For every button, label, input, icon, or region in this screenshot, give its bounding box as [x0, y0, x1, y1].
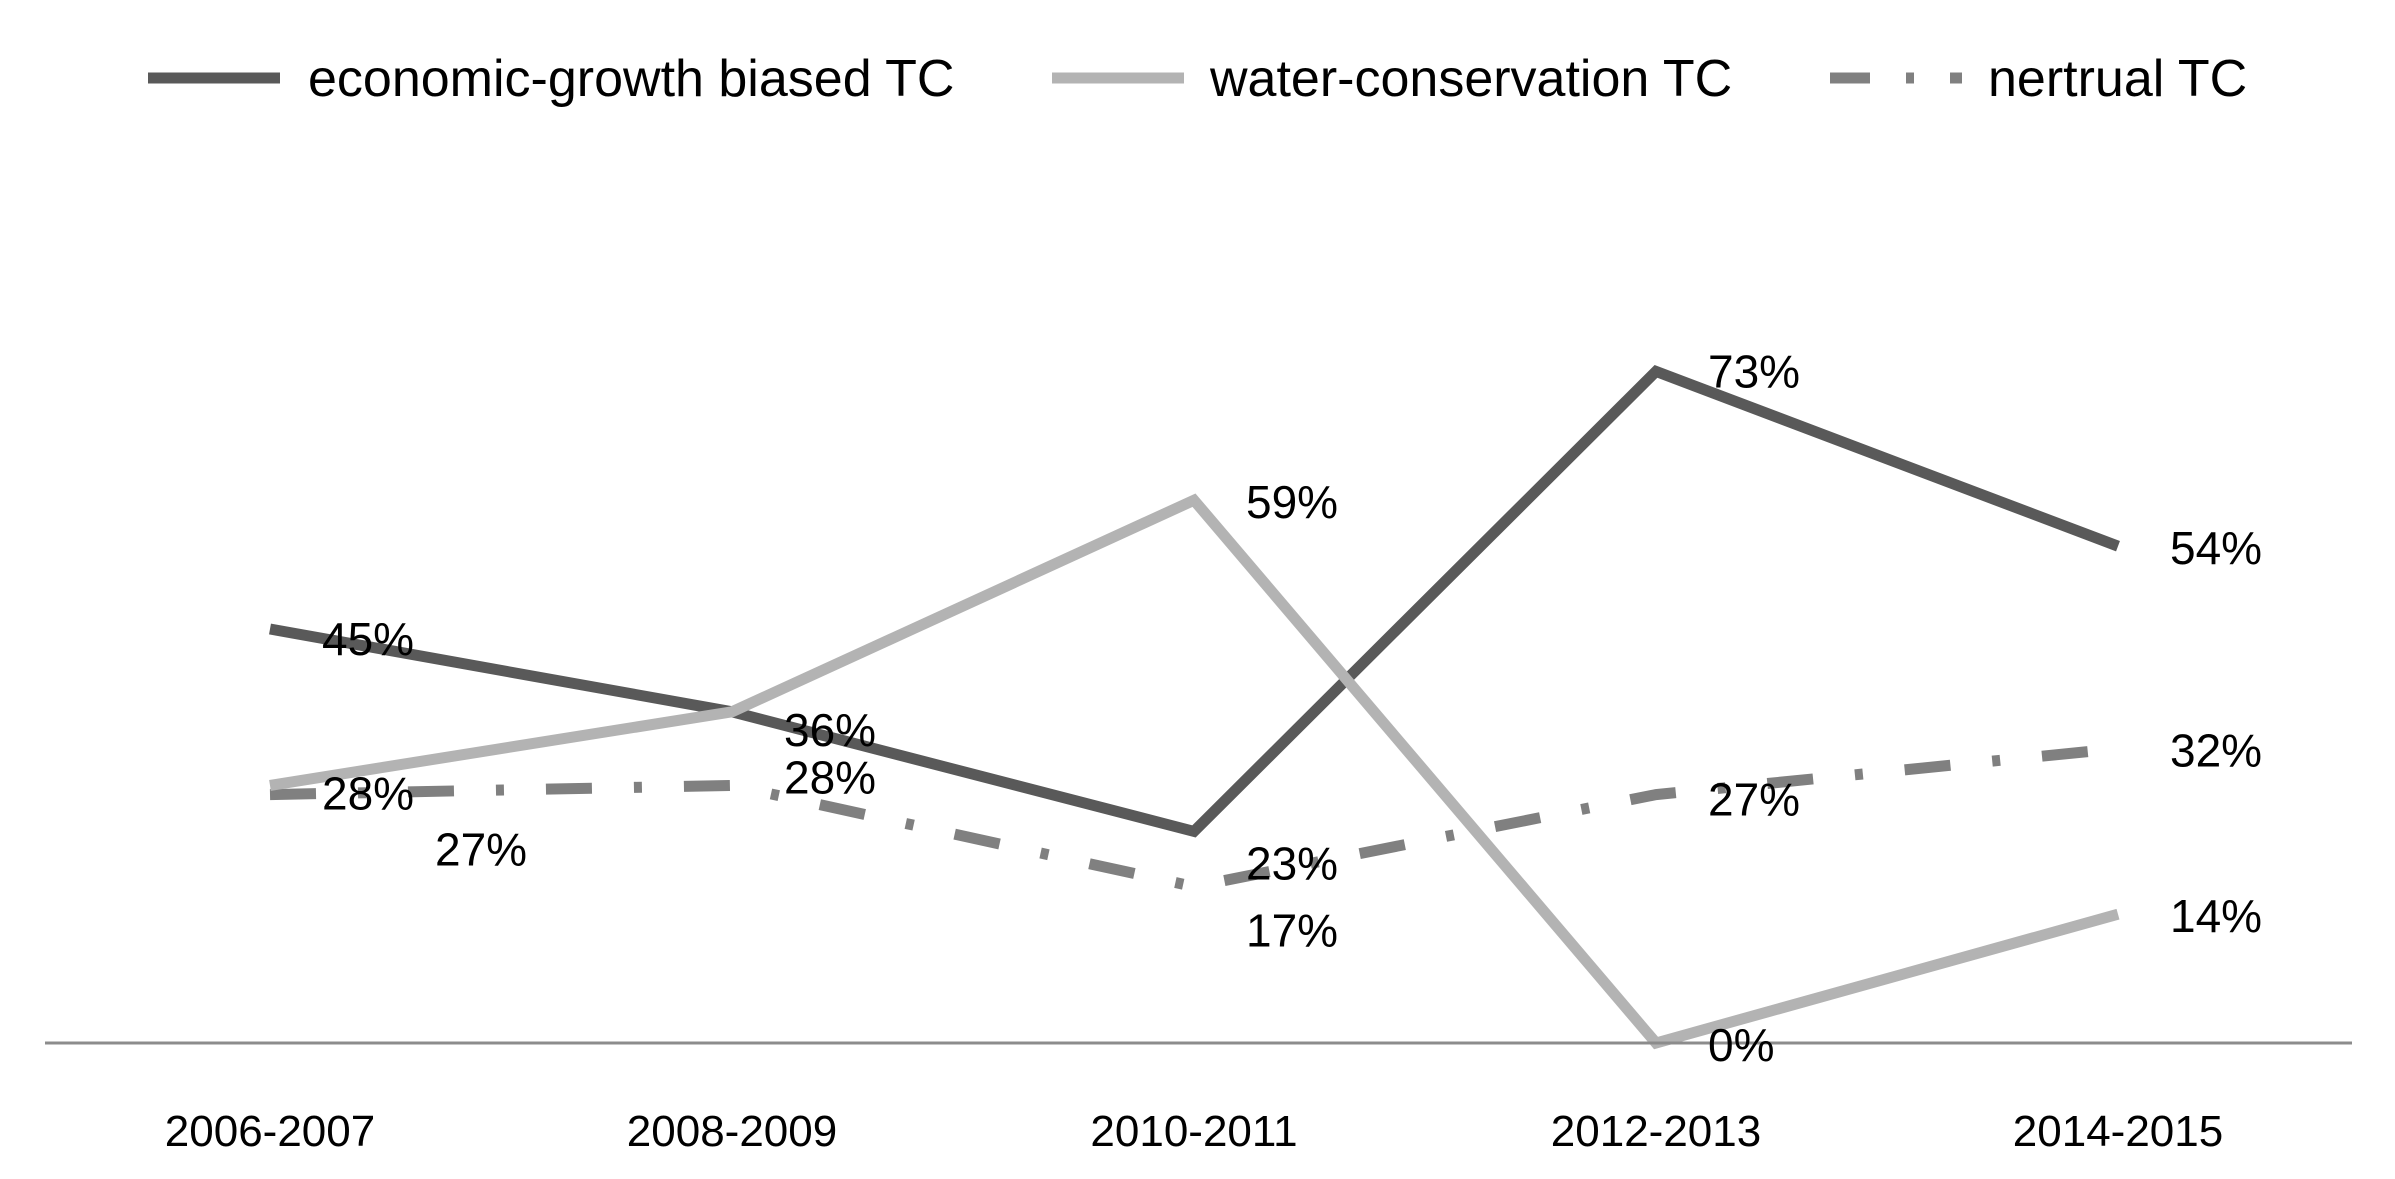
legend-label-2: nertrual TC	[1988, 50, 2247, 108]
legend-label-0: economic-growth biased TC	[308, 50, 954, 108]
x-tick-label: 2012-2013	[1551, 1107, 1761, 1156]
data-label-s2-p2: 17%	[1246, 905, 1338, 957]
data-labels: 45% 36% 23% 73% 54% 28% 59% 0% 14% 27% 28% 17% 27% 32…	[322, 345, 2262, 1071]
data-label-s0-p3: 73%	[1708, 345, 1800, 397]
x-tick-label: 2006-2007	[165, 1107, 375, 1156]
data-label-s0-p0: 45%	[322, 613, 414, 665]
data-label-s2-p4: 32%	[2170, 725, 2262, 777]
data-label-s1-p3: 0%	[1708, 1019, 1774, 1071]
series-layer	[269, 365, 2120, 1050]
data-label-s2-p3: 27%	[1708, 774, 1800, 826]
series-line-2	[269, 743, 2119, 893]
data-label-s2-p0: 27%	[435, 824, 527, 876]
legend-label-1: water-conservation TC	[1209, 50, 1732, 108]
series-line-1	[269, 493, 2120, 1050]
data-label-s1-p4: 14%	[2170, 890, 2262, 942]
data-label-s2-p1: 28%	[784, 751, 876, 803]
data-label-s1-p0: 28%	[322, 767, 414, 819]
data-label-s0-p2: 23%	[1246, 837, 1338, 889]
legend: economic-growth biased TC water-conservat…	[148, 50, 2247, 108]
series-line-0	[269, 365, 2120, 838]
data-label-s0-p4: 54%	[2170, 522, 2262, 574]
x-tick-label: 2008-2009	[627, 1107, 837, 1156]
data-label-s0-p1: 36%	[784, 704, 876, 756]
x-axis-ticks: 2006-2007 2008-2009 2010-2011 2012-2013 2014…	[165, 1107, 2223, 1156]
data-label-s1-p2: 59%	[1246, 476, 1338, 528]
x-tick-label: 2010-2011	[1090, 1107, 1297, 1156]
x-tick-label: 2014-2015	[2013, 1107, 2223, 1156]
